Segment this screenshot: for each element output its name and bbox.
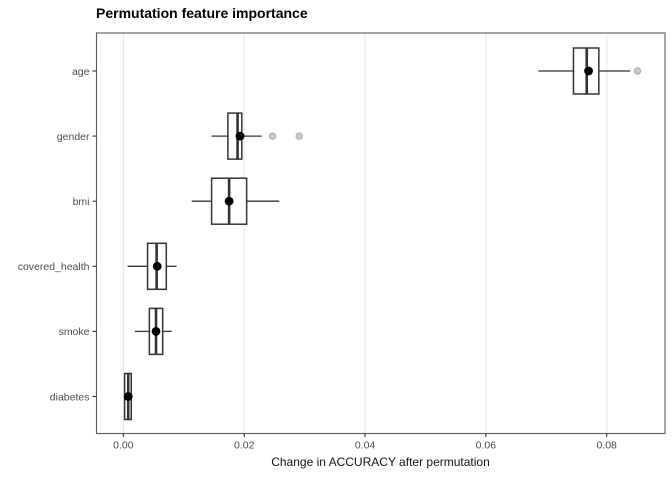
boxplot-diabetes <box>123 372 133 421</box>
y-tick-label: smoke <box>59 326 90 338</box>
mean-point <box>235 131 245 141</box>
panel-border <box>95 32 666 435</box>
x-tick-label: 0.02 <box>234 440 255 452</box>
x-tick-label: 0.00 <box>113 440 134 452</box>
chart-title: Permutation feature importance <box>96 5 308 21</box>
x-tick-label: 0.04 <box>355 440 376 452</box>
x-tick-label: 0.08 <box>596 440 617 452</box>
mean-point <box>584 66 593 76</box>
boxplot-gender <box>211 112 303 160</box>
boxplot-smoke <box>134 307 172 356</box>
y-tick-label: gender <box>57 131 90 143</box>
mean-point <box>123 392 133 401</box>
y-tick-label: age <box>72 66 90 78</box>
boxplot-covered_health <box>127 242 177 291</box>
mean-point <box>151 327 161 336</box>
mean-point <box>152 261 162 271</box>
y-tick-label: covered_health <box>18 261 90 273</box>
y-tick-label: bmi <box>73 196 90 208</box>
x-axis-title: Change in ACCURACY after permutation <box>271 455 490 469</box>
mean-point <box>224 196 234 206</box>
outlier-point <box>268 132 277 140</box>
outlier-point <box>295 132 303 140</box>
outlier-point <box>633 67 642 75</box>
boxplot-age <box>538 47 642 95</box>
x-tick-label: 0.06 <box>476 440 497 452</box>
y-tick-label: diabetes <box>50 391 90 403</box>
boxplot-bmi <box>191 177 280 225</box>
